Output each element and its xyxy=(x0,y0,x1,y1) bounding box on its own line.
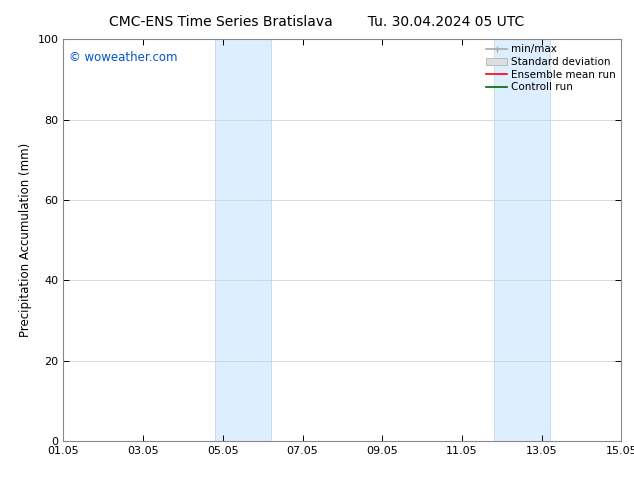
Text: CMC-ENS Time Series Bratislava        Tu. 30.04.2024 05 UTC: CMC-ENS Time Series Bratislava Tu. 30.04… xyxy=(110,15,524,29)
Text: © woweather.com: © woweather.com xyxy=(69,51,178,64)
Bar xyxy=(215,39,271,441)
Bar xyxy=(494,39,550,441)
Legend: min/max, Standard deviation, Ensemble mean run, Controll run: min/max, Standard deviation, Ensemble me… xyxy=(484,42,618,94)
Y-axis label: Precipitation Accumulation (mm): Precipitation Accumulation (mm) xyxy=(19,143,32,337)
